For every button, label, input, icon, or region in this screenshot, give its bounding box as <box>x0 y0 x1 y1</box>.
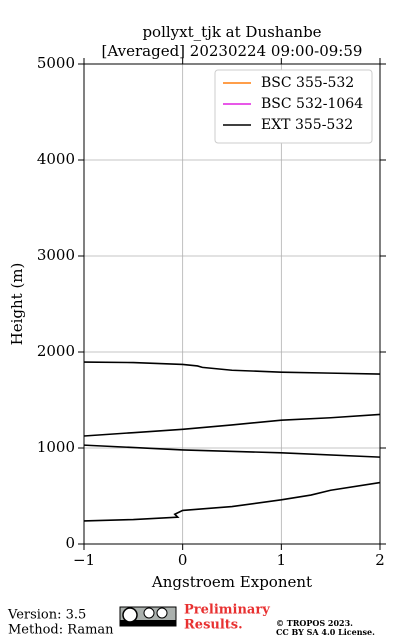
cc-logo <box>119 606 177 627</box>
legend-label: BSC 355-532 <box>261 75 354 91</box>
x-tick-label: −1 <box>73 551 95 569</box>
preliminary-note: Preliminary <box>184 603 270 618</box>
x-axis-label: Angstroem Exponent <box>151 573 312 591</box>
y-tick-label: 1000 <box>37 438 75 456</box>
preliminary-note: Results. <box>184 618 243 633</box>
y-axis-label: Height (m) <box>8 263 26 346</box>
copyright: © TROPOS 2023. <box>276 618 353 628</box>
y-tick-label: 3000 <box>37 246 75 264</box>
x-tick-label: 1 <box>277 551 287 569</box>
legend: BSC 355-532 BSC 532-1064 EXT 355-532 <box>214 69 373 144</box>
x-tick-label: 2 <box>375 551 385 569</box>
y-tick-label: 4000 <box>37 150 75 168</box>
legend-label: EXT 355-532 <box>261 117 353 133</box>
x-tick-label: 0 <box>178 551 188 569</box>
plot-frame <box>83 63 381 545</box>
y-tick-label: 0 <box>65 534 75 552</box>
y-tick-label: 5000 <box>37 54 75 72</box>
method: Method: Raman <box>8 623 114 638</box>
legend-box <box>214 69 373 144</box>
y-tick-label: 2000 <box>37 342 75 360</box>
chart-subtitle: [Averaged] 20230224 09:00-09:59 <box>102 42 363 60</box>
license: CC BY SA 4.0 License. <box>276 627 375 637</box>
chart-title: pollyxt_tjk at Dushanbe <box>142 23 321 41</box>
data-line <box>83 361 381 522</box>
version: Version: 3.5 <box>7 608 86 623</box>
legend-label: BSC 532-1064 <box>261 96 363 112</box>
